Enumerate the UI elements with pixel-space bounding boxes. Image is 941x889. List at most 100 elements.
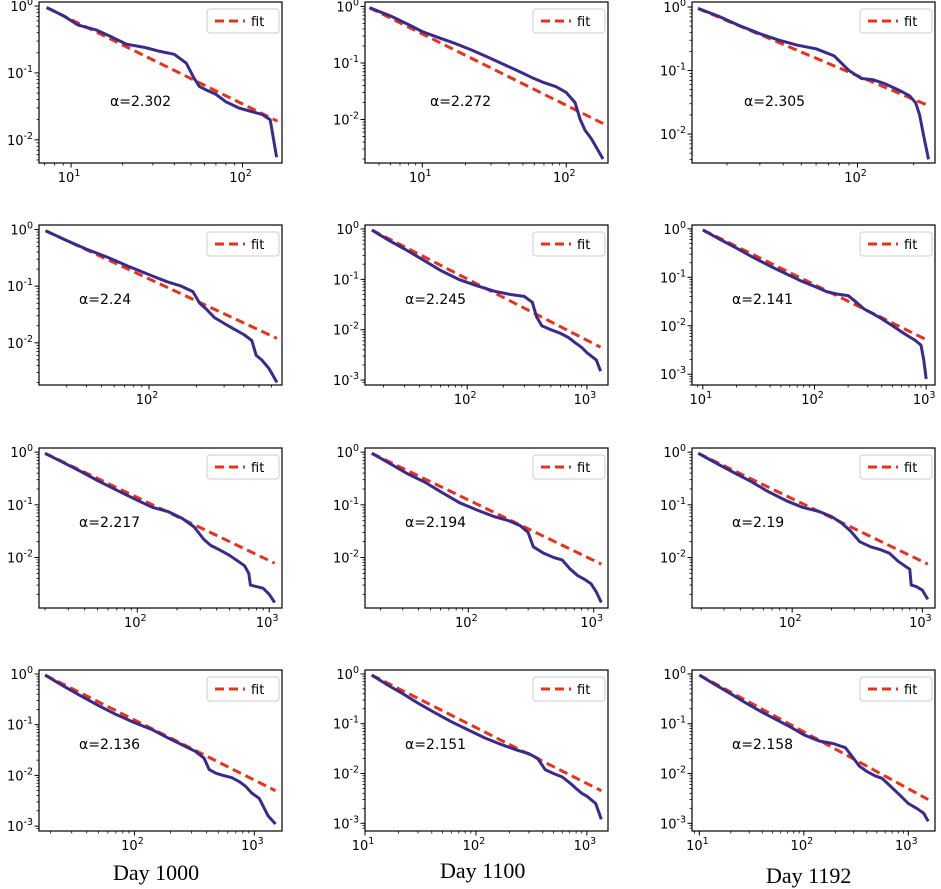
y-tick-label: 10-3	[333, 371, 359, 389]
y-tick-label: 10-1	[333, 715, 359, 733]
axes-frame	[364, 669, 609, 832]
y-tick-label: 100	[10, 443, 33, 461]
y-tick-label: 10-3	[333, 814, 359, 832]
y-tick-label: 100	[336, 220, 359, 238]
x-tick-label: 101	[686, 836, 709, 854]
empirical-line	[697, 6, 930, 160]
y-tick-label: 100	[10, 220, 33, 238]
legend-label: fit	[577, 683, 590, 698]
y-tick-label: 10-1	[333, 54, 359, 72]
panel-day-1192-row-3: 102 103 100 10-1 10-2 α=2.19 fit	[660, 443, 936, 631]
y-tick-label: 10-3	[660, 365, 686, 383]
x-tick-label: 103	[574, 836, 597, 854]
x-tick-label: 101	[690, 390, 713, 408]
axes-frame	[364, 447, 609, 609]
legend: fit	[532, 454, 606, 480]
alpha-label: α=2.19	[732, 515, 784, 531]
legend: fit	[859, 454, 933, 480]
legend-label: fit	[577, 238, 590, 253]
empirical-line	[44, 673, 277, 826]
panel-day-1000-row-2: 102 100 10-1 10-2 α=2.24 fit	[7, 220, 283, 408]
x-tick-label: 103	[256, 613, 279, 631]
y-tick-label: 10-2	[660, 125, 686, 143]
alpha-label: α=2.305	[744, 94, 805, 110]
legend-label: fit	[904, 461, 917, 476]
axes-frame	[38, 1, 283, 164]
x-tick-label: 103	[580, 613, 603, 631]
y-tick-label: 10-2	[333, 549, 359, 567]
alpha-label: α=2.194	[405, 515, 466, 531]
legend-label: fit	[251, 461, 264, 476]
y-tick-label: 10-3	[7, 817, 33, 835]
x-tick-label: 101	[352, 836, 375, 854]
x-tick-label: 102	[779, 613, 802, 631]
legend: fit	[859, 676, 933, 702]
empirical-line	[368, 6, 605, 160]
legend: fit	[206, 454, 280, 480]
y-tick-label: 100	[10, 665, 33, 683]
column-label-day-1192: Day 1192	[766, 863, 852, 888]
y-tick-label: 10-2	[333, 111, 359, 129]
alpha-label: α=2.141	[732, 292, 793, 308]
legend-label: fit	[577, 461, 590, 476]
legend: fit	[206, 231, 280, 257]
axes-frame	[691, 224, 936, 386]
legend: fit	[532, 8, 606, 34]
axes-frame	[364, 224, 609, 386]
x-tick-label: 102	[463, 836, 486, 854]
legend: fit	[859, 231, 933, 257]
y-tick-label: 10-2	[333, 321, 359, 339]
panel-day-1100-row-4: 101 102 103 100 10-1 10-2 10-3 α=2.151 fit	[333, 665, 609, 854]
y-tick-label: 10-3	[660, 814, 686, 832]
x-tick-label: 103	[913, 390, 936, 408]
y-tick-label: 100	[663, 0, 686, 16]
empirical-line	[44, 229, 279, 384]
panel-day-1100-row-1: 101 102 100 10-1 10-2 α=2.272 fit	[333, 0, 609, 186]
legend-label: fit	[904, 683, 917, 698]
x-tick-label: 102	[455, 613, 478, 631]
y-tick-label: 10-2	[660, 765, 686, 783]
legend-label: fit	[251, 15, 264, 30]
legend: fit	[206, 8, 280, 34]
axes-frame	[364, 1, 609, 164]
empirical-line	[697, 451, 930, 601]
axes-frame	[38, 447, 283, 609]
alpha-label: α=2.24	[79, 292, 131, 308]
y-tick-label: 10-1	[660, 496, 686, 514]
fit-line	[371, 673, 603, 793]
x-tick-label: 102	[121, 836, 144, 854]
axes-frame	[38, 224, 283, 386]
x-tick-label: 102	[801, 390, 824, 408]
y-tick-label: 100	[663, 443, 686, 461]
x-tick-label: 102	[791, 836, 814, 854]
empirical-line	[44, 451, 276, 604]
y-tick-label: 10-1	[7, 716, 33, 734]
legend-label: fit	[251, 238, 264, 253]
legend-label: fit	[904, 238, 917, 253]
x-tick-label: 102	[553, 168, 576, 186]
x-tick-label: 103	[895, 836, 918, 854]
y-tick-label: 10-2	[7, 549, 33, 567]
y-tick-label: 100	[663, 220, 686, 238]
y-tick-label: 10-2	[7, 334, 33, 352]
axes-frame	[691, 669, 936, 832]
y-tick-label: 100	[663, 665, 686, 683]
x-tick-label: 103	[241, 836, 264, 854]
y-tick-label: 10-1	[333, 496, 359, 514]
panel-day-1000-row-1: 101 102 100 10-1 10-2 α=2.302 fit	[7, 0, 283, 186]
axes-frame	[38, 669, 283, 832]
y-tick-label: 100	[336, 0, 359, 15]
axes-frame	[691, 447, 936, 609]
y-tick-label: 10-1	[660, 62, 686, 80]
legend: fit	[532, 676, 606, 702]
alpha-label: α=2.302	[110, 94, 171, 110]
y-tick-label: 10-2	[333, 765, 359, 783]
legend-label: fit	[904, 15, 917, 30]
empirical-line	[698, 673, 930, 822]
y-tick-label: 10-2	[660, 549, 686, 567]
empirical-line	[702, 228, 928, 380]
alpha-label: α=2.245	[405, 292, 466, 308]
panel-day-1000-row-3: 102 103 100 10-1 10-2 α=2.217 fit	[7, 443, 283, 631]
x-tick-label: 102	[124, 613, 147, 631]
